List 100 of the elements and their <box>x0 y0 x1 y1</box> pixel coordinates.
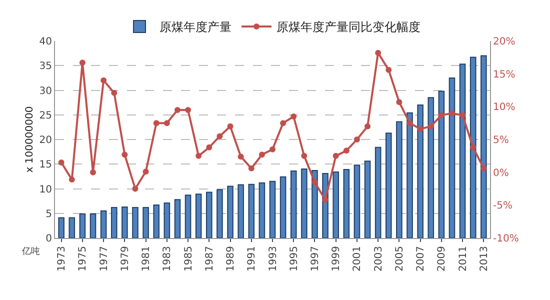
point <box>227 123 234 130</box>
x-tick-label: 2005 <box>394 246 406 272</box>
y-tick-label: 0 <box>46 234 52 244</box>
y-tick-label: 15 <box>39 160 52 171</box>
bar <box>153 204 160 238</box>
x-tick-label: 1981 <box>141 246 152 272</box>
bar <box>448 77 456 238</box>
point <box>417 126 424 132</box>
bar <box>164 202 170 238</box>
point <box>238 154 244 160</box>
y-tick-label: 25 <box>39 110 52 122</box>
y-tick-label: 10 <box>39 184 52 196</box>
bar <box>386 132 392 238</box>
bar <box>132 206 138 238</box>
bar <box>90 213 96 238</box>
y2-tick-label: 5% <box>493 135 509 146</box>
point <box>100 77 107 84</box>
bar <box>79 213 86 238</box>
point <box>460 112 466 118</box>
x-tick-label: 2001 <box>352 246 364 272</box>
y2-tick-label: -5% <box>493 200 512 212</box>
bar <box>248 184 255 238</box>
y-axis-title: x 100000000 <box>24 106 36 173</box>
bar <box>470 56 476 238</box>
bar <box>290 170 297 238</box>
bar <box>238 184 244 238</box>
bar <box>58 217 64 238</box>
y2-tick-label: 10% <box>493 102 516 114</box>
bar <box>343 169 350 238</box>
bar <box>174 199 181 238</box>
point <box>196 152 202 159</box>
point <box>132 186 138 192</box>
point <box>470 144 476 150</box>
x-tick-label: 2007 <box>416 246 427 272</box>
bar <box>374 146 382 238</box>
point <box>153 120 160 126</box>
text: 亿吨 <box>21 246 40 257</box>
x-tick-label: 2009 <box>436 246 448 272</box>
point <box>216 133 223 140</box>
bar <box>110 206 118 238</box>
bar <box>68 217 76 238</box>
point <box>111 90 118 96</box>
legend-label: 原煤年度产量 <box>160 20 232 34</box>
point <box>290 114 297 120</box>
point <box>332 152 339 159</box>
point <box>174 106 180 113</box>
bar <box>396 121 402 238</box>
y-tick-label: 20 <box>39 135 52 146</box>
x-tick-label: 1991 <box>246 246 258 272</box>
bar <box>258 182 266 238</box>
y2-tick-label: -10% <box>493 234 519 244</box>
point <box>301 152 308 159</box>
point <box>90 169 96 176</box>
point <box>354 136 360 142</box>
bar <box>227 186 234 238</box>
point <box>406 120 413 126</box>
bar <box>332 172 339 238</box>
x-tick-label: 1973 <box>56 246 68 272</box>
y2-tick-label: 0% <box>493 168 509 179</box>
y-tick-label: 5 <box>46 208 52 220</box>
x-tick-label: 1983 <box>162 246 174 272</box>
point <box>364 123 371 130</box>
x-tick-label: 1987 <box>204 246 216 272</box>
bar <box>122 206 128 238</box>
bar <box>184 194 192 238</box>
point <box>79 60 86 66</box>
x-tick-label: 1999 <box>331 246 342 272</box>
bar <box>480 55 487 238</box>
point <box>396 99 402 106</box>
y-tick-label: 30 <box>39 86 52 97</box>
y2-tick-label: 15% <box>493 69 516 80</box>
bar <box>354 164 360 238</box>
point <box>258 152 265 158</box>
point <box>142 168 149 175</box>
bar <box>459 64 466 238</box>
x-tick-label: 2011 <box>458 246 469 272</box>
point <box>122 152 128 158</box>
x-tick-label: 1979 <box>120 246 131 272</box>
point <box>438 112 444 118</box>
bar <box>428 97 434 238</box>
point <box>164 120 170 126</box>
x-tick-label: 1989 <box>226 246 237 272</box>
y2-tick-label: 20% <box>493 36 516 48</box>
x-tick-label: 2003 <box>373 246 384 272</box>
point <box>343 148 350 154</box>
point <box>185 106 192 113</box>
x-tick-label: 1993 <box>268 246 279 272</box>
x-tick-label: 1977 <box>98 246 110 272</box>
bar <box>206 192 212 238</box>
bar <box>142 206 149 238</box>
bar <box>216 189 223 238</box>
point <box>480 165 487 172</box>
point <box>206 144 212 150</box>
point <box>58 159 64 166</box>
point <box>312 179 318 186</box>
x-tick-label: 1995 <box>288 246 300 272</box>
bar <box>100 210 107 238</box>
point <box>270 146 276 152</box>
y-tick-label: 35 <box>39 61 52 72</box>
bar <box>406 112 413 238</box>
